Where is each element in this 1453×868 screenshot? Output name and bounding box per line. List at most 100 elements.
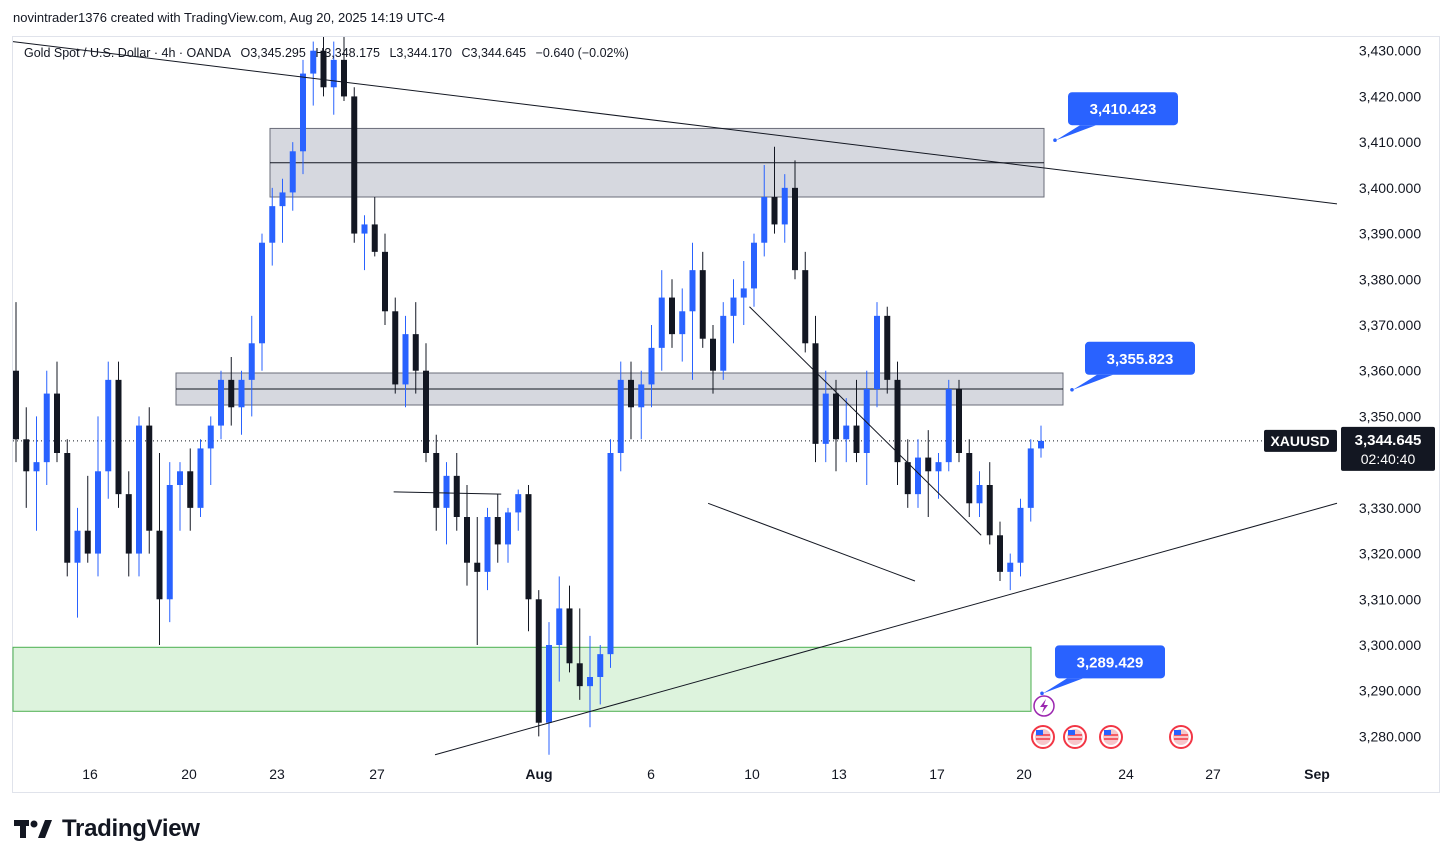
tradingview-logo-icon — [14, 820, 52, 838]
candle — [218, 370, 224, 440]
candle — [238, 370, 245, 435]
candle — [751, 233, 757, 307]
candle — [279, 178, 286, 243]
candle — [576, 608, 583, 700]
candle — [300, 59, 306, 175]
y-tick-label: 3,370.000 — [1359, 317, 1421, 333]
candle — [535, 590, 542, 737]
candle — [64, 439, 71, 577]
y-tick-label: 3,380.000 — [1359, 271, 1421, 287]
candle — [679, 288, 686, 362]
chart-frame — [12, 36, 1440, 793]
candle-body — [587, 677, 593, 687]
symbol-label[interactable]: Gold Spot / U.S. Dollar · 4h · OANDA — [24, 46, 232, 60]
candle — [587, 635, 593, 728]
candle-body — [689, 270, 696, 312]
candle-body — [699, 270, 706, 339]
tradingview-logo[interactable]: TradingView — [14, 815, 200, 843]
candle — [607, 439, 614, 668]
candle-body — [23, 439, 30, 472]
y-tick-label: 3,330.000 — [1359, 500, 1421, 516]
candle — [761, 165, 768, 257]
x-tick-label: 10 — [744, 766, 760, 782]
candle — [207, 416, 214, 485]
trendline-ascending-support — [434, 502, 1338, 756]
candle — [392, 297, 399, 394]
candle-body — [720, 315, 727, 371]
candle-body — [822, 393, 829, 444]
flag-canton — [1068, 730, 1075, 735]
candle-body — [156, 530, 163, 600]
candle — [187, 448, 194, 531]
candle-body — [935, 462, 942, 472]
candle-body — [997, 535, 1003, 572]
candle-body — [556, 608, 563, 645]
close-value: C3,344.645 — [461, 46, 527, 60]
candle-body — [64, 453, 71, 563]
price-callout-box — [1068, 92, 1178, 126]
candle — [720, 302, 727, 380]
candle-body — [781, 187, 788, 225]
low-value: L3,344.170 — [389, 46, 453, 60]
x-tick-label: Aug — [525, 766, 552, 782]
us-flag-event-icon — [1031, 725, 1055, 749]
candle — [833, 379, 839, 472]
candle-body — [494, 517, 501, 545]
x-tick-label: 23 — [269, 766, 285, 782]
candle-body — [966, 453, 973, 504]
candle-body — [54, 393, 60, 453]
candle-body — [853, 425, 860, 453]
candle — [166, 462, 173, 623]
candle-body — [351, 96, 358, 234]
candle-body — [146, 425, 153, 531]
candle — [105, 361, 112, 499]
x-tick-label: 20 — [1016, 766, 1032, 782]
candle-body — [74, 530, 81, 563]
candle — [740, 261, 747, 325]
candle-body — [925, 457, 932, 472]
candle — [423, 343, 429, 463]
candle — [505, 507, 511, 563]
y-tick-label: 3,310.000 — [1359, 591, 1421, 607]
x-tick-label: 16 — [82, 766, 98, 782]
candle — [689, 242, 696, 380]
candle-body — [986, 485, 993, 536]
candle — [997, 521, 1003, 581]
candle-body — [607, 453, 614, 655]
trendline-falling-wedge-bottom — [707, 502, 916, 582]
trendline-range-high — [393, 491, 502, 495]
candle — [648, 325, 655, 408]
candle-body — [884, 315, 891, 380]
header-credit: novintrader1376 created with TradingView… — [13, 10, 445, 25]
price-callout-dot — [1040, 691, 1044, 696]
candle-body — [597, 654, 604, 677]
candle-body — [505, 512, 511, 545]
candle — [710, 325, 716, 394]
candle — [863, 370, 870, 485]
candle — [74, 507, 81, 618]
candle — [177, 462, 183, 531]
candle — [546, 622, 552, 755]
candle-body — [751, 242, 757, 289]
candle-body — [648, 347, 655, 385]
lightning-event-icon — [1033, 695, 1055, 717]
y-tick-label: 3,400.000 — [1359, 180, 1421, 196]
ticker-tag-box — [1264, 429, 1337, 452]
candle — [884, 306, 891, 394]
candle — [156, 453, 163, 645]
candle — [628, 361, 634, 440]
y-tick-label: 3,300.000 — [1359, 637, 1421, 653]
candle — [945, 379, 952, 472]
candle — [699, 251, 706, 348]
candle-body — [546, 645, 552, 723]
candle-body — [207, 425, 214, 449]
candle-body — [269, 206, 276, 243]
candle — [935, 453, 942, 499]
candle — [330, 41, 337, 115]
candle — [23, 407, 30, 508]
candle-body — [474, 562, 481, 572]
flag-canton — [1104, 730, 1111, 735]
candle-body — [792, 187, 798, 271]
candle — [484, 507, 491, 591]
